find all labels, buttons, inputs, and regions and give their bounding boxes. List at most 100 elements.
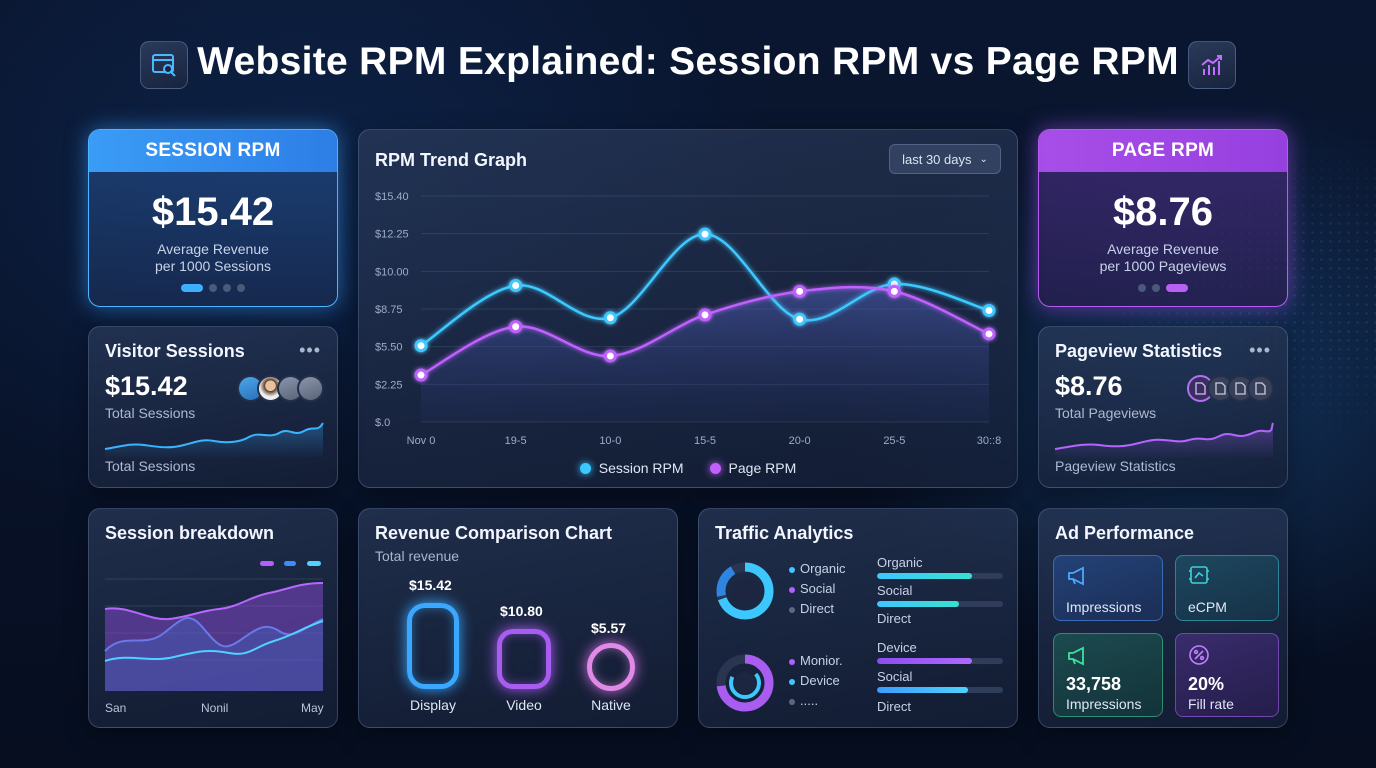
pageview-stats-value: $8.76 xyxy=(1055,371,1123,401)
x-tick-label: 15-5 xyxy=(694,435,716,447)
page-rpm-area xyxy=(421,287,989,422)
pager-dot[interactable] xyxy=(237,284,245,292)
bar-chart-growth-icon xyxy=(1188,41,1236,89)
pageview-stats-sub: Total Pageviews xyxy=(1055,405,1157,421)
session-rpm-subtitle: Average Revenue per 1000 Sessions xyxy=(89,241,337,275)
donut1-legend-direct: Direct xyxy=(800,601,834,616)
pager-dot[interactable] xyxy=(209,284,217,292)
percent-icon xyxy=(1189,645,1209,665)
megaphone-icon xyxy=(1068,566,1084,586)
trend-legend: Session RPM Page RPM xyxy=(359,460,1017,476)
page-rpm-point[interactable] xyxy=(887,284,901,298)
sessions-sparkline xyxy=(104,422,324,459)
more-options-icon[interactable]: ••• xyxy=(299,340,321,360)
display-label: Display xyxy=(410,697,456,713)
page-rpm-point[interactable] xyxy=(509,320,523,334)
legend-label-page: Page RPM xyxy=(728,460,797,476)
x-label: San xyxy=(105,701,127,715)
page-rpm-point[interactable] xyxy=(603,349,617,363)
x-tick-label: 20-0 xyxy=(789,435,811,447)
y-tick-label: $12.25 xyxy=(375,229,409,241)
pager-dot[interactable] xyxy=(1152,284,1160,292)
session-rpm-point[interactable] xyxy=(414,339,428,353)
revenue-comparison-title: Revenue Comparison Chart xyxy=(375,523,613,543)
native-ring[interactable] xyxy=(587,643,635,691)
chevron-down-icon: ⌄ xyxy=(979,153,988,165)
session-rpm-point[interactable] xyxy=(509,279,523,293)
ad-tile-impressions-count[interactable]: 33,758 Impressions xyxy=(1053,633,1163,717)
session-rpm-pager[interactable] xyxy=(89,284,337,292)
pager-dot[interactable] xyxy=(223,284,231,292)
page-rpm-point[interactable] xyxy=(793,284,807,298)
page-rpm-pager[interactable] xyxy=(1039,284,1287,292)
page-rpm-point[interactable] xyxy=(414,368,428,382)
session-rpm-card[interactable]: SESSION RPM $15.42 Average Revenue per 1… xyxy=(88,129,338,307)
legend-dot-page xyxy=(709,462,721,474)
social-bar xyxy=(877,601,1003,607)
page-rpm-point[interactable] xyxy=(982,327,996,341)
range-dropdown[interactable]: last 30 days ⌄ xyxy=(889,144,1001,174)
session-rpm-point[interactable] xyxy=(793,312,807,326)
ad-tile-fill-rate[interactable]: 20% Fill rate xyxy=(1175,633,1279,717)
y-tick-label: $5.50 xyxy=(375,342,403,354)
megaphone-icon xyxy=(1068,646,1084,666)
session-breakdown-chart xyxy=(104,578,324,691)
bar-label: Social xyxy=(877,583,913,598)
donut2-legend-2: Device xyxy=(800,673,840,688)
x-tick-label: 19-5 xyxy=(505,435,527,447)
page-rpm-label: PAGE RPM xyxy=(1039,130,1287,172)
display-ring[interactable] xyxy=(407,603,459,689)
page-rpm-sub2: per 1000 Pageviews xyxy=(1099,258,1227,274)
revenue-comparison-subtitle: Total revenue xyxy=(375,548,460,564)
range-dropdown-label: last 30 days xyxy=(902,151,972,167)
revenue-comparison-card: Revenue Comparison Chart Total revenue $… xyxy=(358,508,678,728)
session-rpm-point[interactable] xyxy=(982,303,996,317)
session-rpm-point[interactable] xyxy=(698,227,712,241)
pager-dot-active[interactable] xyxy=(181,284,203,292)
bar-label: Device xyxy=(877,640,917,655)
ad-tile-ecpm[interactable]: eCPM xyxy=(1175,555,1279,621)
traffic-donut-2[interactable] xyxy=(713,651,777,715)
rpm-trend-card: RPM Trend Graph last 30 days ⌄ $15.40 $12… xyxy=(358,129,1018,488)
pager-dot-active[interactable] xyxy=(1166,284,1188,292)
visitor-sessions-sub: Total Sessions xyxy=(105,405,196,421)
ad-performance-card: Ad Performance Impressions eCPM 33,758 I… xyxy=(1038,508,1288,728)
page-rpm-subtitle: Average Revenue per 1000 Pageviews xyxy=(1039,241,1287,275)
donut2-legend-1: Monior. xyxy=(800,653,843,668)
page-rpm-card[interactable]: PAGE RPM $8.76 Average Revenue per 1000 … xyxy=(1038,129,1288,307)
legend-dot xyxy=(789,699,795,705)
x-tick-label: 25-5 xyxy=(883,435,905,447)
tile-value: 20% xyxy=(1188,674,1225,694)
avatar[interactable] xyxy=(297,375,324,402)
tile-label: eCPM xyxy=(1188,599,1227,615)
legend-dot xyxy=(789,587,795,593)
video-value: $10.80 xyxy=(500,603,543,619)
pager-dot[interactable] xyxy=(1138,284,1146,292)
legend-dot-session xyxy=(579,462,591,474)
session-rpm-sub1: Average Revenue xyxy=(157,241,269,257)
legend-page-rpm[interactable]: Page RPM xyxy=(709,460,797,476)
x-label: May xyxy=(301,701,324,715)
y-tick-label: $10.00 xyxy=(375,266,409,278)
more-options-icon[interactable]: ••• xyxy=(1249,340,1271,360)
tile-value: 33,758 xyxy=(1066,674,1122,694)
legend-session-rpm[interactable]: Session RPM xyxy=(579,460,684,476)
x-label: Nonil xyxy=(201,701,229,715)
y-tick-label: $15.40 xyxy=(375,191,409,203)
session-rpm-point[interactable] xyxy=(603,311,617,325)
session-breakdown-card: Session breakdown San Nonil May xyxy=(88,508,338,728)
ad-tile-impressions[interactable]: Impressions xyxy=(1053,555,1163,621)
traffic-donut-1[interactable] xyxy=(713,559,777,623)
page-title: Website RPM Explained: Session RPM vs Pa… xyxy=(197,40,1179,83)
legend-dot xyxy=(789,679,795,685)
session-rpm-sub2: per 1000 Sessions xyxy=(155,258,271,274)
visitor-sessions-title: Visitor Sessions xyxy=(105,341,245,361)
y-tick-label: $8.75 xyxy=(375,304,403,316)
trend-title: RPM Trend Graph xyxy=(375,150,528,170)
video-ring[interactable] xyxy=(497,629,551,689)
rpm-trend-chart: $15.40 $12.25 $10.00 $8.75 $5.50 $2.25 $.0 Nov … xyxy=(375,191,1001,447)
page-rpm-value: $8.76 xyxy=(1112,190,1214,234)
page-rpm-point[interactable] xyxy=(698,308,712,322)
tile-label: Fill rate xyxy=(1188,696,1234,712)
native-value: $5.57 xyxy=(591,620,627,636)
